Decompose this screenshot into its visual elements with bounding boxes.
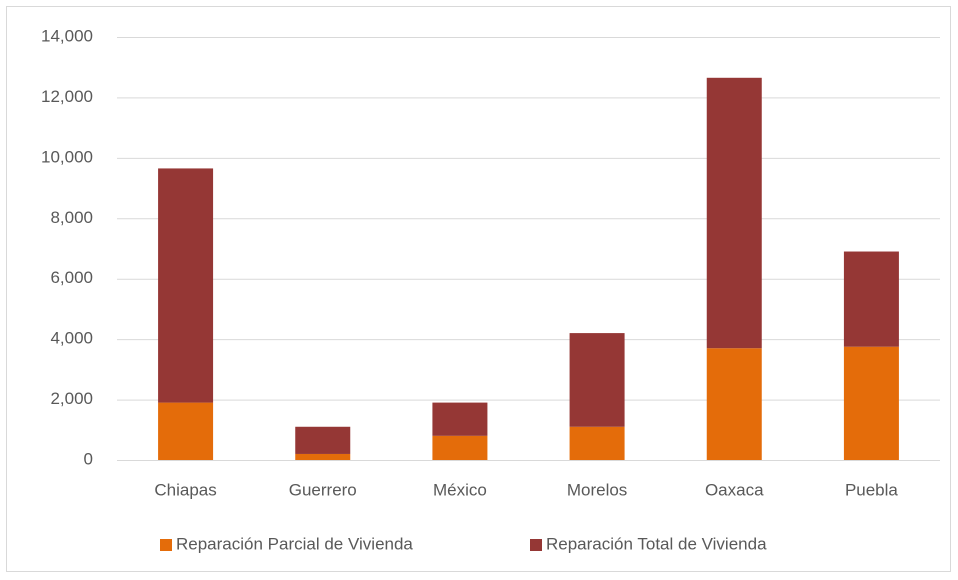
- bar-segment: [706, 348, 762, 460]
- y-tick-label: 14,000: [41, 26, 93, 45]
- bar-segment: [706, 77, 762, 349]
- x-tick-label: Chiapas: [154, 480, 216, 499]
- x-tick-label: Oaxaca: [705, 480, 764, 499]
- bar-segment: [158, 168, 214, 403]
- y-tick-label: 2,000: [50, 389, 93, 408]
- bar-segment: [158, 402, 214, 460]
- bar-segment: [569, 333, 625, 427]
- x-tick-label: Guerrero: [289, 480, 357, 499]
- legend-swatch: [530, 539, 542, 551]
- legend-label: Reparación Total de Vivienda: [546, 534, 767, 553]
- y-tick-label: 0: [84, 449, 93, 468]
- legend-swatch: [160, 539, 172, 551]
- y-tick-label: 8,000: [50, 208, 93, 227]
- y-tick-label: 6,000: [50, 268, 93, 287]
- x-tick-label: Puebla: [845, 480, 898, 499]
- y-tick-label: 10,000: [41, 147, 93, 166]
- bar-segment: [432, 435, 488, 460]
- bar-segment: [295, 426, 351, 454]
- bar-segment: [843, 251, 899, 347]
- y-tick-label: 12,000: [41, 87, 93, 106]
- bar-segment: [843, 346, 899, 460]
- bar-segment: [295, 453, 351, 460]
- legend-label: Reparación Parcial de Vivienda: [176, 534, 413, 553]
- x-tick-label: México: [433, 480, 487, 499]
- y-tick-label: 4,000: [50, 329, 93, 348]
- bar-segment: [432, 402, 488, 436]
- bar-segment: [569, 426, 625, 460]
- x-tick-label: Morelos: [567, 480, 627, 499]
